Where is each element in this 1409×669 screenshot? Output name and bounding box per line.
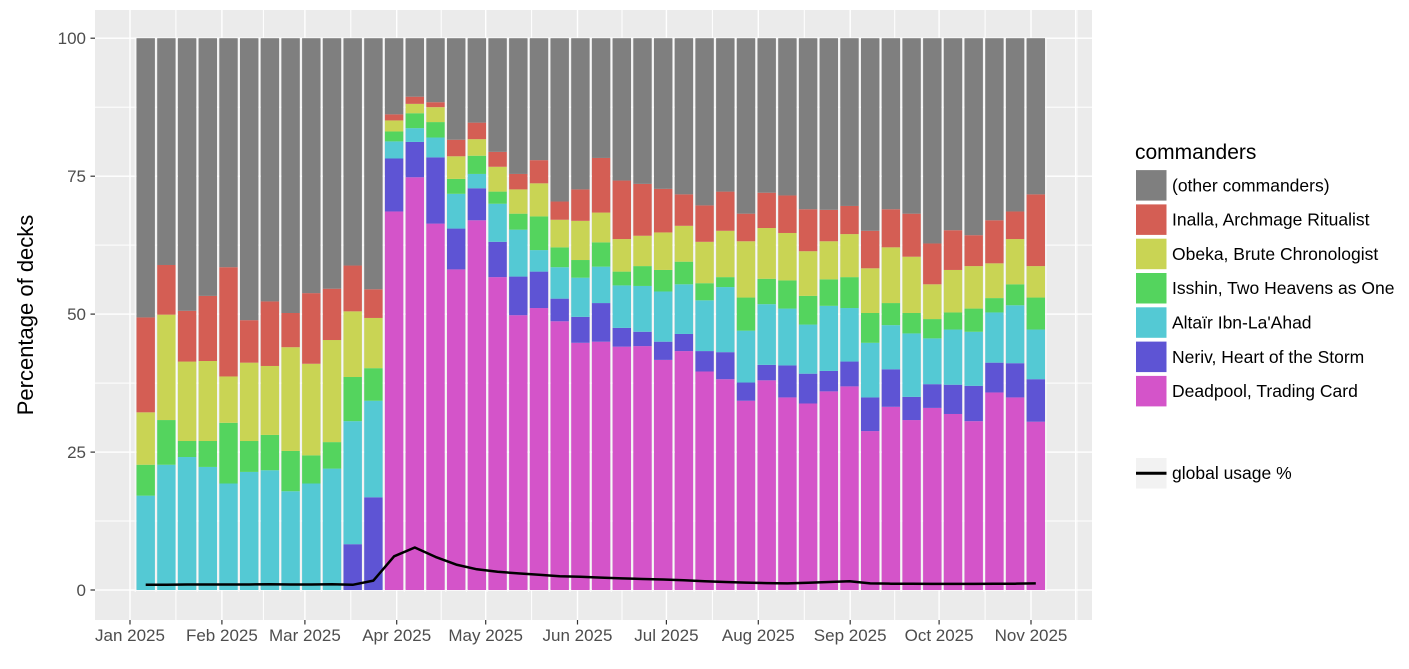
svg-text:Percentage of decks: Percentage of decks <box>13 215 38 416</box>
svg-text:Altaïr Ibn-La'Ahad: Altaïr Ibn-La'Ahad <box>1172 313 1312 333</box>
svg-text:May 2025: May 2025 <box>448 626 523 645</box>
svg-text:commanders: commanders <box>1135 141 1256 164</box>
svg-text:75: 75 <box>67 167 86 186</box>
svg-text:global usage %: global usage % <box>1172 463 1292 483</box>
svg-text:Feb 2025: Feb 2025 <box>186 626 258 645</box>
svg-text:100: 100 <box>58 29 86 48</box>
svg-text:Mar 2025: Mar 2025 <box>269 626 341 645</box>
svg-text:Jun 2025: Jun 2025 <box>543 626 613 645</box>
svg-text:Nov 2025: Nov 2025 <box>995 626 1068 645</box>
svg-text:Isshin, Two Heavens as One: Isshin, Two Heavens as One <box>1172 278 1394 298</box>
svg-text:Oct 2025: Oct 2025 <box>905 626 974 645</box>
svg-text:Apr 2025: Apr 2025 <box>362 626 431 645</box>
svg-text:Jul 2025: Jul 2025 <box>634 626 698 645</box>
svg-text:Sep 2025: Sep 2025 <box>814 626 887 645</box>
svg-text:Aug 2025: Aug 2025 <box>722 626 795 645</box>
svg-text:0: 0 <box>77 581 86 600</box>
svg-text:50: 50 <box>67 305 86 324</box>
svg-text:Deadpool, Trading Card: Deadpool, Trading Card <box>1172 381 1358 401</box>
svg-text:Obeka, Brute Chronologist: Obeka, Brute Chronologist <box>1172 244 1378 264</box>
svg-text:25: 25 <box>67 443 86 462</box>
svg-text:Jan 2025: Jan 2025 <box>95 626 165 645</box>
svg-text:Neriv, Heart of the Storm: Neriv, Heart of the Storm <box>1172 347 1364 367</box>
svg-text:Inalla, Archmage Ritualist: Inalla, Archmage Ritualist <box>1172 210 1370 230</box>
svg-text:(other commanders): (other commanders) <box>1172 175 1330 195</box>
